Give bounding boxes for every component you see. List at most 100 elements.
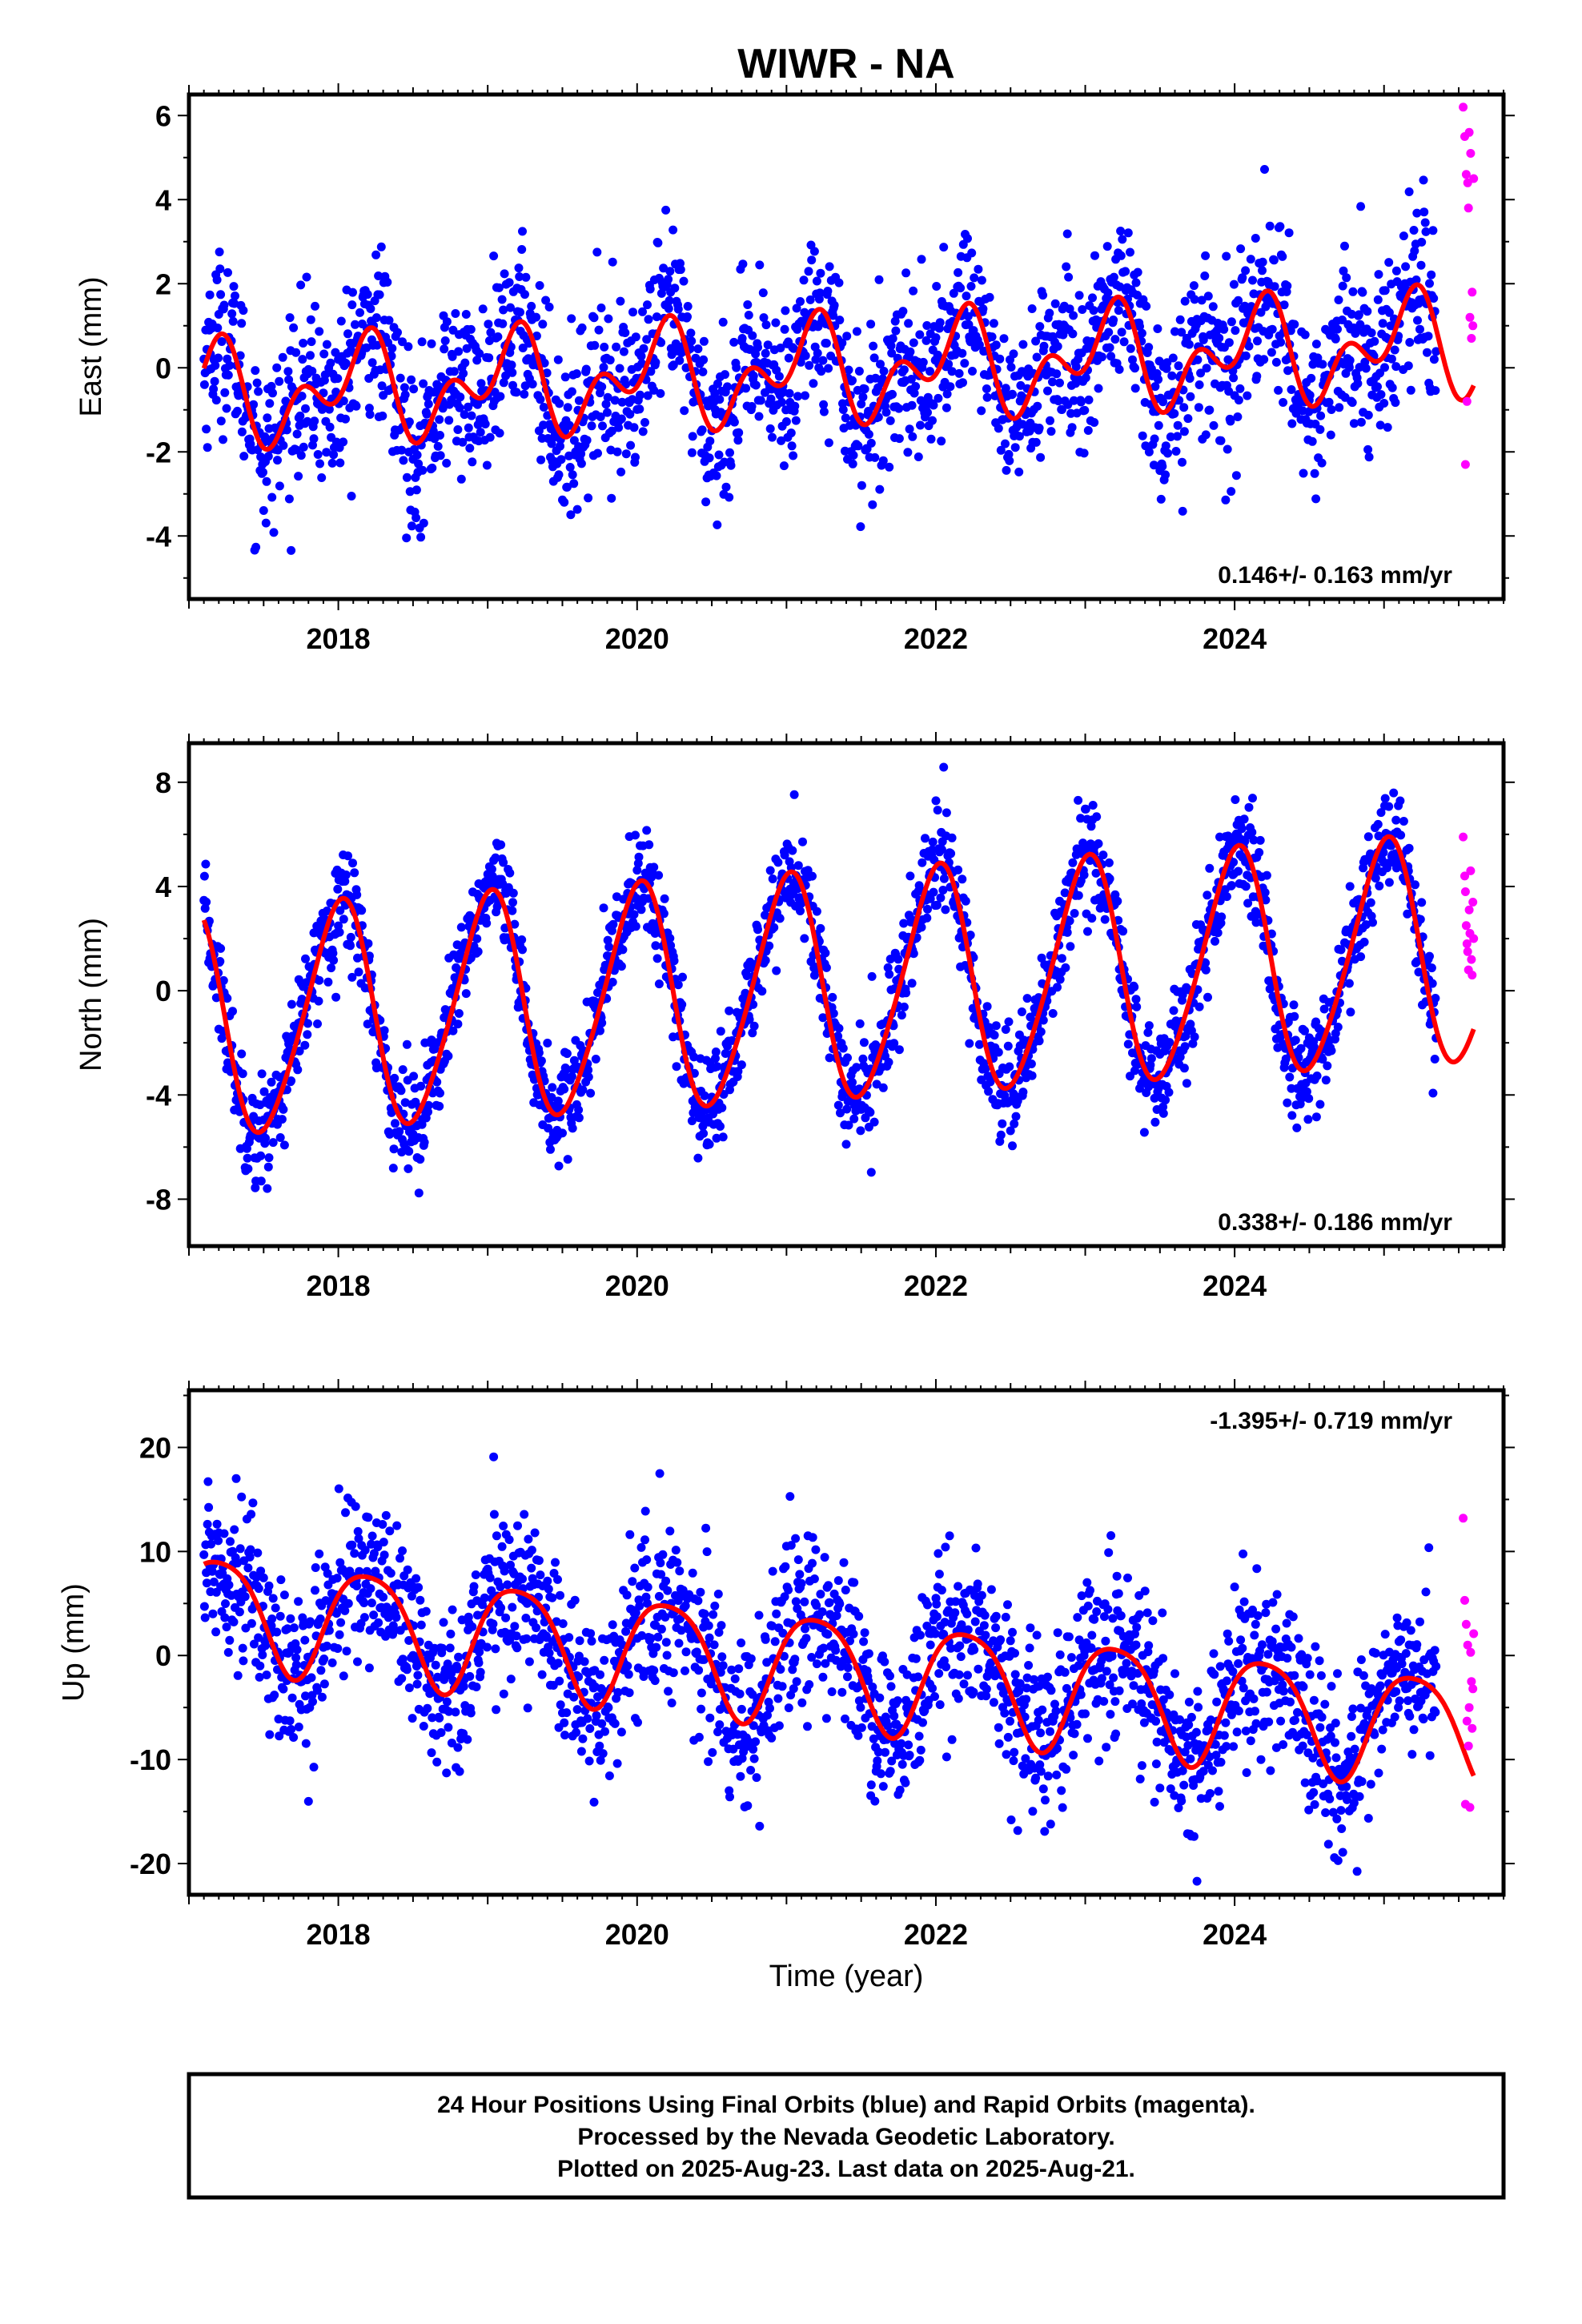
final-orbit-point <box>363 290 372 300</box>
final-orbit-point <box>268 388 277 398</box>
final-orbit-point <box>428 463 437 472</box>
final-orbit-point <box>1429 355 1439 364</box>
final-orbit-point <box>1379 399 1389 408</box>
final-orbit-point <box>339 1671 348 1681</box>
final-orbit-point <box>267 1614 277 1623</box>
final-orbit-point <box>1284 228 1294 238</box>
final-orbit-point <box>836 1108 845 1118</box>
final-orbit-point <box>341 359 351 368</box>
final-orbit-point <box>235 351 245 360</box>
final-orbit-point <box>888 334 897 344</box>
final-orbit-point <box>417 337 427 347</box>
final-orbit-point <box>1014 467 1024 476</box>
final-orbit-point <box>801 351 810 360</box>
final-orbit-point <box>824 438 833 448</box>
final-orbit-point <box>1039 341 1049 351</box>
final-orbit-point <box>607 426 616 436</box>
final-orbit-point <box>926 367 934 376</box>
final-orbit-point <box>467 411 476 420</box>
final-orbit-point <box>891 326 901 336</box>
final-orbit-point <box>1074 795 1083 805</box>
final-orbit-point <box>607 493 616 503</box>
final-orbit-point <box>240 1592 250 1602</box>
final-orbit-point <box>378 411 387 420</box>
final-orbit-point <box>809 247 819 256</box>
final-orbit-point <box>235 1607 244 1617</box>
final-orbit-point <box>1197 296 1207 305</box>
final-orbit-point <box>553 355 563 364</box>
final-orbit-point <box>729 417 739 427</box>
final-orbit-point <box>738 259 748 269</box>
final-orbit-point <box>699 355 709 364</box>
final-orbit-point <box>251 366 260 376</box>
final-orbit-point <box>1335 403 1344 412</box>
final-orbit-point <box>991 1021 1001 1031</box>
final-orbit-point <box>829 1009 838 1018</box>
final-orbit-point <box>420 1137 429 1147</box>
final-orbit-point <box>444 1051 453 1061</box>
final-orbit-point <box>733 1067 743 1076</box>
final-orbit-point <box>480 420 490 428</box>
final-orbit-point <box>496 392 505 401</box>
final-orbit-point <box>1002 465 1011 475</box>
final-orbit-point <box>221 1599 230 1608</box>
final-orbit-point <box>829 300 839 310</box>
east-plot-area <box>199 103 1479 555</box>
final-orbit-point <box>395 1127 404 1136</box>
final-orbit-point <box>1238 273 1247 283</box>
final-orbit-point <box>710 388 720 398</box>
final-orbit-point <box>219 1529 229 1538</box>
final-orbit-point <box>1008 1141 1017 1151</box>
final-orbit-point <box>567 314 576 324</box>
final-orbit-point <box>371 313 381 323</box>
final-orbit-point <box>476 379 486 388</box>
final-orbit-point <box>1222 892 1231 902</box>
final-orbit-point <box>230 1525 239 1534</box>
final-orbit-point <box>1375 881 1384 891</box>
final-orbit-point <box>821 963 831 972</box>
final-orbit-point <box>907 979 917 988</box>
final-orbit-point <box>1142 301 1151 311</box>
final-orbit-point <box>1165 1038 1174 1047</box>
final-orbit-point <box>649 385 659 395</box>
final-orbit-point <box>841 413 850 423</box>
final-orbit-point <box>228 1007 237 1016</box>
final-orbit-point <box>834 278 844 287</box>
final-orbit-point <box>737 334 747 343</box>
final-orbit-point <box>967 248 977 258</box>
final-orbit-point <box>864 429 873 439</box>
final-orbit-point <box>922 321 932 330</box>
final-orbit-point <box>733 436 743 445</box>
final-orbit-point <box>1347 309 1356 319</box>
final-orbit-point <box>1026 1059 1036 1068</box>
final-orbit-point <box>1162 358 1172 368</box>
final-orbit-point <box>455 403 464 412</box>
final-orbit-point <box>407 375 416 384</box>
final-orbit-point <box>311 1563 320 1572</box>
final-orbit-point <box>1333 1023 1343 1031</box>
final-orbit-point <box>231 1474 241 1483</box>
final-orbit-point <box>1178 990 1187 999</box>
final-orbit-point <box>216 290 226 300</box>
rapid-orbit-point <box>1459 832 1468 842</box>
final-orbit-point <box>267 493 277 502</box>
final-orbit-point <box>799 275 809 285</box>
final-orbit-point <box>416 533 426 542</box>
final-orbit-point <box>404 1147 414 1156</box>
final-orbit-point <box>1349 419 1359 428</box>
final-orbit-point <box>761 348 770 358</box>
final-orbit-point <box>518 945 527 955</box>
final-orbit-point <box>1104 328 1114 337</box>
final-orbit-point <box>268 1594 278 1603</box>
rapid-orbit-point <box>1462 939 1472 948</box>
final-orbit-point <box>756 396 765 405</box>
final-orbit-point <box>947 367 957 376</box>
final-orbit-point <box>582 436 592 445</box>
final-orbit-point <box>642 826 652 835</box>
final-orbit-point <box>521 272 531 282</box>
final-orbit-point <box>1144 343 1154 352</box>
final-orbit-point <box>1253 336 1262 346</box>
final-orbit-point <box>1324 397 1334 407</box>
final-orbit-point <box>202 1578 211 1588</box>
final-orbit-point <box>208 1609 218 1618</box>
